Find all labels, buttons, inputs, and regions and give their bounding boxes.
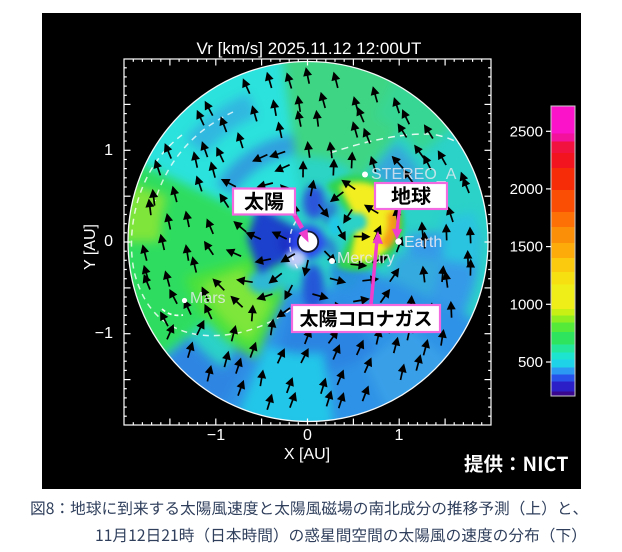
svg-text:2500: 2500 xyxy=(510,123,543,140)
svg-text:−1: −1 xyxy=(207,427,225,444)
svg-text:Mars: Mars xyxy=(190,290,226,307)
svg-text:−1: −1 xyxy=(95,325,113,342)
svg-text:0: 0 xyxy=(303,427,312,444)
svg-text:0: 0 xyxy=(104,233,113,250)
svg-text:STEREO_A: STEREO_A xyxy=(371,166,457,183)
svg-text:1: 1 xyxy=(395,427,404,444)
svg-text:X [AU]: X [AU] xyxy=(284,446,330,463)
svg-text:Mercury: Mercury xyxy=(337,250,395,267)
svg-text:Y [AU]: Y [AU] xyxy=(82,224,99,270)
svg-text:1500: 1500 xyxy=(510,239,543,256)
svg-text:2000: 2000 xyxy=(510,181,543,198)
svg-text:Vr [km/s] 2025.11.12 12:00UT: Vr [km/s] 2025.11.12 12:00UT xyxy=(197,39,422,58)
svg-text:500: 500 xyxy=(518,354,543,371)
svg-text:Earth: Earth xyxy=(404,234,442,251)
svg-text:1000: 1000 xyxy=(510,296,543,313)
svg-text:1: 1 xyxy=(104,142,113,159)
